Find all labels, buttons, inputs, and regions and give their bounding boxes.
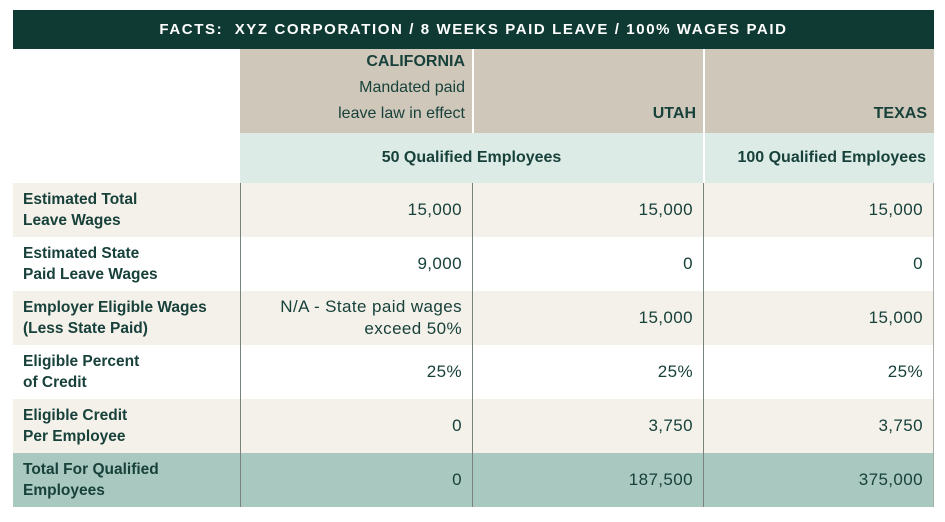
california-value: 25% <box>240 345 472 399</box>
row-label: Estimated State Paid Leave Wages <box>13 237 240 291</box>
column-header-california: CALIFORNIA Mandated paid leave law in ef… <box>240 49 472 134</box>
utah-value: 0 <box>472 237 703 291</box>
row-label-line1: Employer Eligible Wages <box>23 299 207 316</box>
texas-value: 15,000 <box>703 291 934 345</box>
utah-value: 187,500 <box>472 453 703 507</box>
row-label-line1: Total For Qualified <box>23 461 159 478</box>
california-value: 9,000 <box>240 237 472 291</box>
state-header-row: CALIFORNIA Mandated paid leave law in ef… <box>13 49 934 134</box>
table-row-estimated-total-leave-wages: Estimated Total Leave Wages 15,000 15,00… <box>13 183 934 237</box>
row-label-line2: Leave Wages <box>23 212 121 229</box>
utah-value: 3,750 <box>472 399 703 453</box>
band-california-utah: 50 Qualified Employees <box>240 133 703 183</box>
band-texas: 100 Qualified Employees <box>703 133 934 183</box>
band-spacer <box>13 133 240 183</box>
column-header-texas: TEXAS <box>703 49 934 134</box>
row-label-line1: Eligible Percent <box>23 353 140 370</box>
header-spacer <box>13 49 240 134</box>
row-label-line2: Per Employee <box>23 428 126 445</box>
row-label-line2: Paid Leave Wages <box>23 266 158 283</box>
row-label-line2: of Credit <box>23 374 87 391</box>
california-label: CALIFORNIA <box>366 53 465 70</box>
table-row-eligible-credit-per-employee: Eligible Credit Per Employee 0 3,750 3,7… <box>13 399 934 453</box>
texas-value: 3,750 <box>703 399 934 453</box>
facts-table: FACTS: XYZ CORPORATION / 8 WEEKS PAID LE… <box>13 10 934 507</box>
california-note-line2: leave law in effect <box>338 105 465 122</box>
california-value: 15,000 <box>240 183 472 237</box>
table-row-total-for-qualified-employees: Total For Qualified Employees 0 187,500 … <box>13 453 934 507</box>
utah-label: UTAH <box>652 105 696 122</box>
texas-value: 15,000 <box>703 183 934 237</box>
utah-value: 15,000 <box>472 183 703 237</box>
utah-value: 25% <box>472 345 703 399</box>
row-label: Estimated Total Leave Wages <box>13 183 240 237</box>
row-label: Eligible Credit Per Employee <box>13 399 240 453</box>
utah-value: 15,000 <box>472 291 703 345</box>
banner-title: FACTS: XYZ CORPORATION / 8 WEEKS PAID LE… <box>159 21 788 38</box>
texas-value: 0 <box>703 237 934 291</box>
texas-label: TEXAS <box>873 105 927 122</box>
column-header-utah: UTAH <box>472 49 703 134</box>
california-value: 0 <box>240 453 472 507</box>
row-label-line2: Employees <box>23 482 105 499</box>
row-label-line2: (Less State Paid) <box>23 320 148 337</box>
table-row-eligible-percent-of-credit: Eligible Percent of Credit 25% 25% 25% <box>13 345 934 399</box>
california-value: 0 <box>240 399 472 453</box>
california-note-line1: Mandated paid <box>359 79 465 96</box>
table-row-estimated-state-paid-leave-wages: Estimated State Paid Leave Wages 9,000 0… <box>13 237 934 291</box>
row-label-line1: Eligible Credit <box>23 407 128 424</box>
title-banner: FACTS: XYZ CORPORATION / 8 WEEKS PAID LE… <box>13 10 934 49</box>
texas-value: 375,000 <box>703 453 934 507</box>
row-label: Eligible Percent of Credit <box>13 345 240 399</box>
row-label: Employer Eligible Wages (Less State Paid… <box>13 291 240 345</box>
row-label-line1: Estimated State <box>23 245 140 262</box>
california-value: N/A - State paid wages exceed 50% <box>240 291 472 345</box>
table-row-employer-eligible-wages: Employer Eligible Wages (Less State Paid… <box>13 291 934 345</box>
row-label-line1: Estimated Total <box>23 191 138 208</box>
qualified-employees-band: 50 Qualified Employees 100 Qualified Emp… <box>13 133 934 183</box>
texas-value: 25% <box>703 345 934 399</box>
row-label: Total For Qualified Employees <box>13 453 240 507</box>
